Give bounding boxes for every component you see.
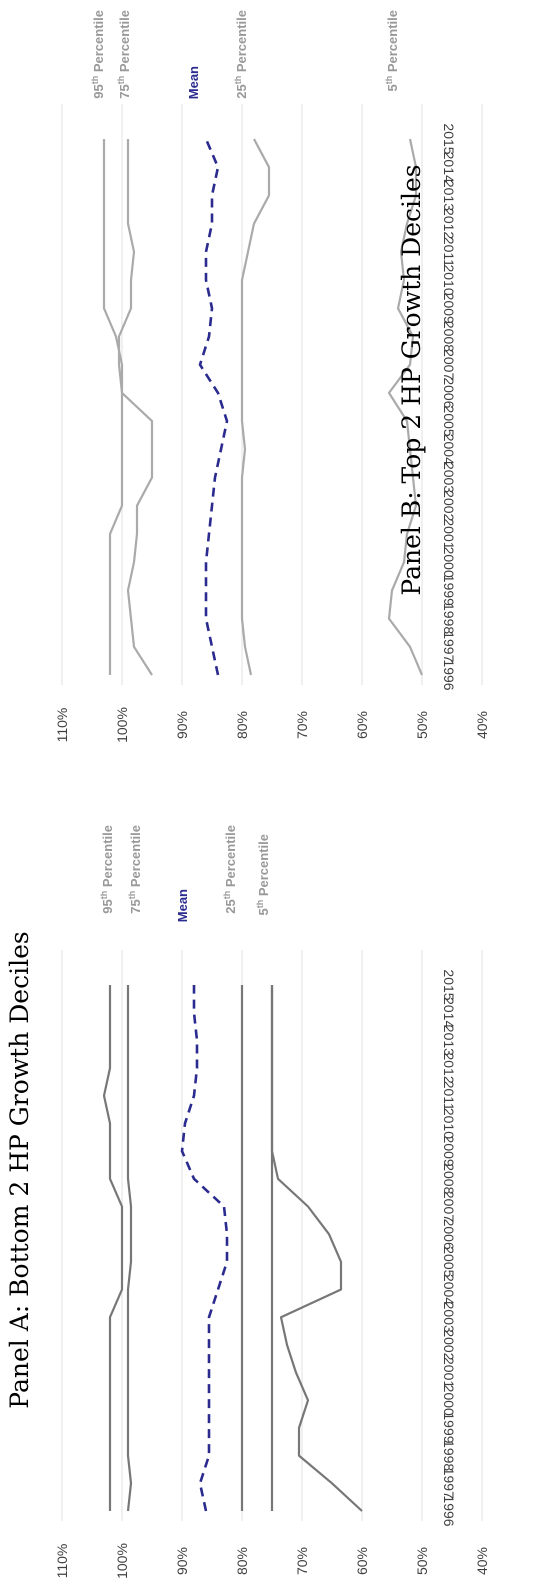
series-label: 25th Percentile — [233, 10, 249, 99]
year-tick-label: 2006 — [441, 1219, 457, 1250]
value-tick-label: 110% — [54, 708, 70, 743]
series-line — [180, 985, 229, 1512]
year-tick-label: 2008 — [441, 321, 457, 352]
series-line — [126, 985, 133, 1512]
year-tick-label: 2011 — [441, 1081, 457, 1111]
series-label: 95th Percentile — [90, 10, 106, 99]
year-tick-label: 2014 — [441, 152, 457, 183]
series-label: 75th Percentile — [127, 825, 143, 914]
panel-a: 40% 50% 60% 70% 80% 90% 100% 110% 19961997199819… — [5, 825, 490, 1579]
year-tick-label: 2003 — [441, 462, 457, 493]
value-tick-label: 40% — [474, 711, 490, 739]
series-label: 25th Percentile — [222, 825, 238, 914]
year-tick-label: 2010 — [441, 264, 457, 295]
value-tick-label: 60% — [354, 1547, 370, 1575]
year-tick-label: 2002 — [441, 1329, 457, 1360]
series-line — [102, 985, 124, 1511]
year-tick-label: 2009 — [441, 293, 457, 324]
value-tick-label: 110% — [54, 1544, 70, 1579]
value-tick-label: 70% — [294, 711, 310, 739]
year-tick-label: 1999 — [441, 1412, 457, 1443]
series-line — [198, 138, 229, 676]
year-tick-label: 2011 — [441, 237, 457, 267]
year-tick-label: 2004 — [441, 434, 457, 465]
year-tick-label: 2012 — [441, 208, 457, 239]
series-label: Mean — [186, 66, 201, 99]
panel-b: 40% 50% 60% 70% 80% 90% 100% 110% 19961997199819… — [54, 10, 490, 743]
series-label: Mean — [175, 889, 190, 922]
series-label: 5th Percentile — [384, 10, 400, 92]
year-tick-label: 2005 — [441, 1246, 457, 1277]
value-tick-label: 80% — [234, 711, 250, 739]
value-tick-label: 50% — [414, 1547, 430, 1575]
value-tick-label: 90% — [174, 1547, 190, 1575]
year-tick-label: 2015 — [441, 123, 457, 154]
series-line — [387, 138, 424, 676]
year-tick-label: 2003 — [441, 1302, 457, 1333]
value-tick-label: 90% — [174, 711, 190, 739]
year-tick-label: 2001 — [441, 1357, 457, 1388]
year-tick-label: 2007 — [441, 349, 457, 380]
year-tick-label: 1997 — [441, 631, 457, 662]
value-tick-label: 60% — [354, 711, 370, 739]
series-label: 95th Percentile — [99, 825, 115, 914]
year-tick-label: 2014 — [441, 997, 457, 1028]
series-label: 75th Percentile — [116, 10, 132, 99]
year-tick-label: 2015 — [441, 969, 457, 1000]
year-tick-label: 2000 — [441, 547, 457, 578]
year-tick-label: 2007 — [441, 1191, 457, 1222]
year-tick-label: 1998 — [441, 1440, 457, 1471]
series-label: 5th Percentile — [255, 834, 271, 916]
year-tick-label: 2004 — [441, 1274, 457, 1305]
value-tick-label: 70% — [294, 1547, 310, 1575]
year-tick-label: 1999 — [441, 575, 457, 606]
year-tick-label: 2002 — [441, 490, 457, 521]
value-tick-label: 50% — [414, 711, 430, 739]
panel-title: Panel A: Bottom 2 HP Growth Deciles — [5, 931, 34, 1408]
year-tick-label: 2010 — [441, 1108, 457, 1139]
series-line — [240, 138, 271, 676]
year-tick-label: 2013 — [441, 1025, 457, 1056]
panel-title: Panel B: Top 2 HP Growth Deciles — [397, 164, 426, 595]
series-line — [102, 139, 124, 675]
year-tick-label: 2013 — [441, 180, 457, 211]
value-tick-label: 100% — [114, 1543, 130, 1579]
year-tick-label: 1997 — [441, 1468, 457, 1499]
value-tick-label: 40% — [474, 1547, 490, 1575]
year-tick-label: 2000 — [441, 1385, 457, 1416]
year-tick-label: 2012 — [441, 1052, 457, 1083]
value-tick-label: 100% — [114, 707, 130, 743]
year-tick-label: 1996 — [441, 659, 457, 690]
year-tick-label: 2008 — [441, 1163, 457, 1194]
year-tick-label: 1996 — [441, 1495, 457, 1526]
year-tick-label: 1998 — [441, 603, 457, 634]
series-line — [270, 985, 363, 1512]
value-tick-label: 80% — [234, 1547, 250, 1575]
year-tick-label: 2001 — [441, 518, 457, 549]
year-tick-label: 2005 — [441, 406, 457, 437]
year-tick-label: 2009 — [441, 1136, 457, 1167]
series-line — [117, 139, 154, 676]
year-tick-label: 2006 — [441, 377, 457, 408]
